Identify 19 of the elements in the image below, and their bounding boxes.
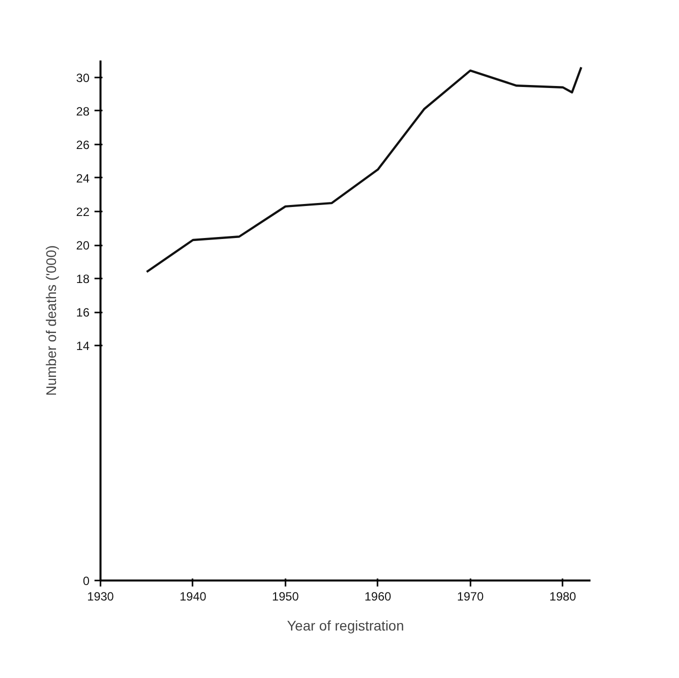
x-tick-label: 1980 [549,590,576,604]
y-tick-label: 18 [76,272,90,286]
y-tick-label: 26 [76,138,90,152]
y-tick-label: 28 [76,104,90,118]
x-tick-label: 1940 [180,590,207,604]
line-series [146,66,582,273]
y-tick-label: 20 [76,238,90,253]
y-tick-label: 30 [76,70,90,85]
y-tick-label: 0 [82,574,90,588]
y-tick-label: 24 [76,171,90,186]
x-tick-label: 1960 [364,590,392,604]
x-tick-label: 1950 [272,590,300,604]
y-tick-label: 16 [76,306,90,320]
y-tick-label: 22 [76,204,90,219]
x-tick-label: 1930 [87,590,114,604]
x-axis-title: Year of registration [287,618,404,634]
y-axis-title: Number of deaths ('000) [43,245,60,396]
y-tick-label: 14 [76,339,90,354]
x-tick-label: 1970 [456,590,484,604]
